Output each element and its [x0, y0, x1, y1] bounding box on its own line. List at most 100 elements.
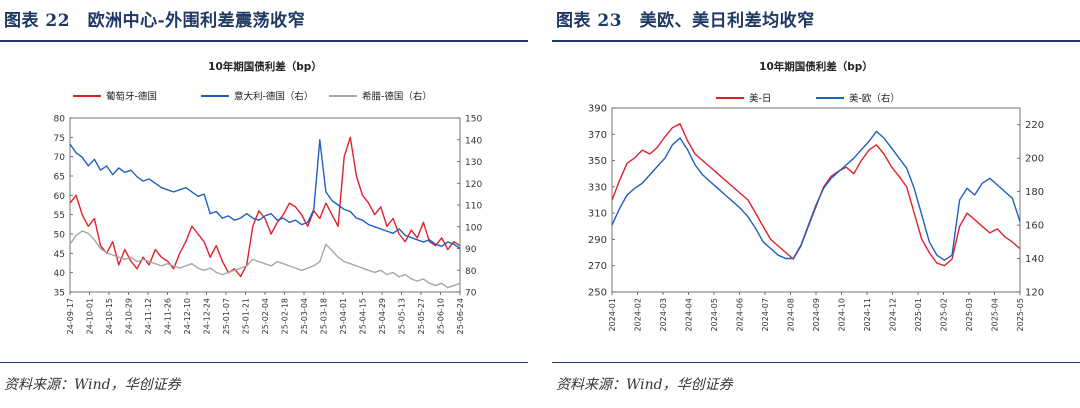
x-axis-tick-label: 2024-11 [863, 298, 872, 331]
series-line [69, 230, 461, 289]
legend-item: 葡萄牙-德国 [73, 91, 157, 103]
x-axis-tick-label: 24-10-15 [105, 298, 114, 334]
legend-label: 美-欧（右） [849, 93, 900, 105]
figure-title: 图表 23 美欧、美日利差均收窄 [556, 11, 815, 31]
legend-label: 美-日 [749, 93, 771, 105]
x-axis-tick-label: 24-09-17 [66, 298, 75, 334]
x-axis-tick-label: 2024-10 [838, 298, 847, 331]
x-axis-tick-label: 2024-02 [634, 298, 643, 331]
right-axis-tick-label: 100 [465, 223, 482, 233]
legend-item: 意大利-德国（右） [201, 91, 313, 103]
left-axis-tick-label: 370 [588, 130, 607, 141]
x-axis-tick-label: 2024-03 [659, 298, 668, 331]
right-axis-tick-label: 180 [1025, 187, 1044, 198]
x-axis-tick-label: 25-03-18 [320, 298, 329, 334]
chart-title: 10年期国债利差（bp） [759, 60, 873, 73]
x-axis-tick-label: 25-03-04 [300, 298, 309, 334]
left-figure-panel: 图表 22 欧洲中心-外围利差震荡收窄 10年期国债利差（bp） 葡萄牙-德国 意大… [0, 0, 528, 408]
right-axis-tick-label: 90 [465, 245, 477, 255]
right-chart: 10年期国债利差（bp） 美-日 美-欧（右） 250 270 290 310 330 350 3… [588, 60, 1044, 331]
x-axis-tick-label: 2024-09 [812, 298, 821, 331]
right-axis-tick-label: 120 [465, 180, 482, 190]
x-axis-tick-label: 25-05-13 [398, 298, 407, 334]
right-axis-tick-label: 150 [465, 115, 482, 125]
series-line [611, 123, 1021, 267]
legend-label: 葡萄牙-德国 [106, 91, 157, 103]
x-axis-tick-label: 2024-12 [889, 298, 898, 331]
x-axis-tick-label: 24-11-12 [144, 298, 153, 334]
left-axis-tick-label: 35 [54, 289, 65, 299]
left-axis-tick-label: 80 [54, 115, 66, 125]
x-axis-tick-label: 2024-06 [736, 298, 745, 331]
x-axis-tick-label: 25-04-15 [359, 298, 368, 334]
x-axis-tick-label: 24-12-10 [183, 298, 192, 334]
x-axis-tick-label: 24-10-29 [125, 298, 134, 334]
series-line [69, 139, 461, 250]
plot-frame [69, 117, 461, 293]
x-axis-tick-label: 24-11-26 [164, 298, 173, 334]
x-axis-tick-label: 24-12-24 [203, 298, 212, 334]
x-axis-tick-label: 25-02-18 [281, 298, 290, 334]
x-axis-tick-label: 25-06-24 [456, 298, 465, 334]
title-rule [552, 40, 1080, 42]
x-axis-tick-label: 25-01-07 [222, 298, 231, 334]
right-axis-tick-label: 140 [465, 136, 482, 146]
x-axis-tick-label: 25-05-27 [417, 298, 426, 334]
left-axis-tick-label: 330 [588, 182, 607, 193]
source-rule [0, 362, 528, 363]
left-axis-tick-label: 40 [54, 269, 66, 279]
x-axis-tick-label: 2025-05 [1016, 298, 1025, 331]
left-axis-tick-label: 310 [588, 209, 607, 220]
x-axis-tick-label: 24-10-01 [86, 298, 95, 334]
left-axis-tick-label: 45 [54, 250, 65, 260]
source-note: 资料来源：Wind，华创证券 [4, 377, 181, 393]
figure-title: 图表 22 欧洲中心-外围利差震荡收窄 [4, 11, 306, 31]
source-rule [552, 362, 1080, 363]
right-axis-tick-label: 160 [1025, 221, 1044, 232]
x-axis-tick-label: 25-04-01 [339, 298, 348, 334]
x-axis-tick-label: 25-04-29 [378, 298, 387, 334]
left-axis-tick-label: 250 [588, 288, 607, 299]
right-axis-tick-label: 130 [465, 158, 482, 168]
right-axis-tick-label: 80 [465, 267, 477, 277]
x-axis-tick-label: 25-02-04 [261, 298, 270, 334]
left-axis-tick-label: 390 [588, 104, 607, 115]
right-figure-panel: 图表 23 美欧、美日利差均收窄 10年期国债利差（bp） 美-日 美-欧（右） 25… [552, 0, 1080, 408]
right-axis-tick-label: 120 [1025, 288, 1044, 299]
left-axis-tick-label: 55 [54, 211, 65, 221]
legend-item: 美-日 [716, 93, 771, 105]
legend-label: 意大利-德国（右） [234, 91, 313, 103]
chart-title: 10年期国债利差（bp） [208, 60, 322, 73]
legend-item: 希腊-德国（右） [329, 91, 432, 103]
series-line [69, 136, 461, 278]
legend-item: 美-欧（右） [816, 93, 900, 105]
left-axis-tick-label: 75 [54, 134, 65, 144]
left-axis-tick-label: 290 [588, 235, 607, 246]
plot-frame [611, 107, 1021, 293]
right-axis-tick-label: 110 [465, 202, 482, 212]
x-axis-tick-label: 2025-02 [940, 298, 949, 331]
x-axis-tick-label: 2025-03 [965, 298, 974, 331]
left-axis-tick-label: 50 [54, 231, 66, 241]
x-axis-tick-label: 2024-01 [608, 298, 617, 331]
right-axis-tick-label: 220 [1025, 120, 1044, 131]
x-axis-tick-label: 25-01-21 [242, 298, 251, 334]
right-axis-tick-label: 200 [1025, 154, 1044, 165]
legend-label: 希腊-德国（右） [362, 91, 432, 103]
left-axis-tick-label: 65 [54, 173, 65, 183]
x-axis-tick-label: 2025-01 [914, 298, 923, 331]
source-note: 资料来源：Wind，华创证券 [556, 377, 733, 393]
x-axis-tick-label: 2024-07 [761, 298, 770, 331]
left-axis-tick-label: 350 [588, 156, 607, 167]
series-line [611, 130, 1021, 261]
right-axis-tick-label: 70 [465, 289, 477, 299]
x-axis-tick-label: 2024-08 [787, 298, 796, 331]
left-chart: 10年期国债利差（bp） 葡萄牙-德国 意大利-德国（右） 希腊-德国（右） 35 40 4… [54, 60, 483, 334]
x-axis-tick-label: 2024-04 [685, 298, 694, 331]
title-rule [0, 40, 528, 42]
x-axis-tick-label: 2025-04 [991, 298, 1000, 331]
left-axis-tick-label: 60 [54, 192, 66, 202]
left-axis-tick-label: 270 [588, 261, 607, 272]
right-axis-tick-label: 140 [1025, 254, 1044, 265]
x-axis-tick-label: 2024-05 [710, 298, 719, 331]
